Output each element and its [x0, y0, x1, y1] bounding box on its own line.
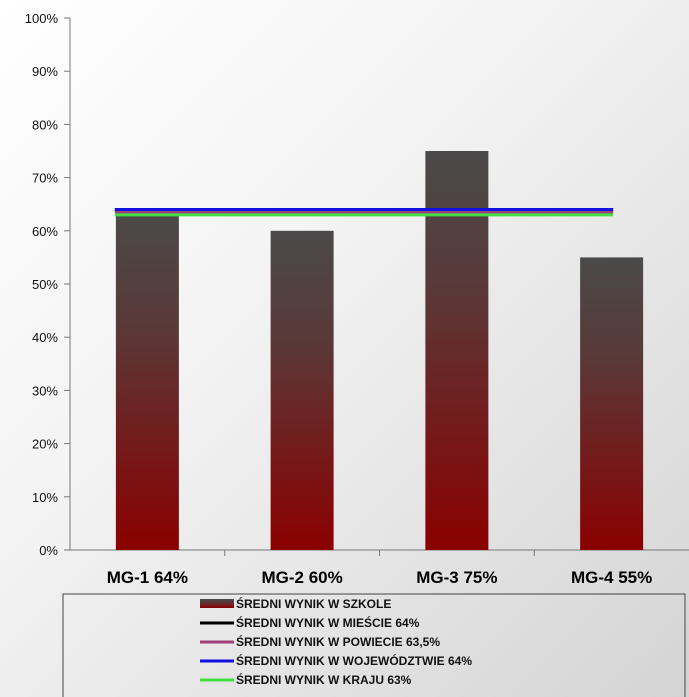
y-tick-label: 100%	[25, 11, 59, 26]
x-tick-label: MG-4 55%	[571, 568, 652, 587]
axes: 0% 10% 20% 30% 40% 50% 60% 70% 80% 90% 100%	[25, 11, 689, 558]
bar	[580, 257, 644, 550]
y-tick-label: 50%	[32, 277, 58, 292]
y-tick-label: 80%	[32, 117, 58, 132]
legend-swatch	[200, 599, 234, 608]
y-tick-label: 60%	[32, 224, 58, 239]
bar	[270, 230, 334, 551]
legend-label: ŚREDNI WYNIK W SZKOLE	[236, 596, 391, 611]
reference-lines	[114, 208, 614, 217]
bar	[115, 209, 179, 550]
bar	[425, 151, 489, 550]
y-tick-label: 30%	[32, 383, 58, 398]
legend-label: ŚREDNI WYNIK W POWIECIE 63,5%	[236, 634, 440, 649]
y-tick-label: 70%	[32, 171, 58, 186]
x-axis-labels: MG-1 64% MG-2 60% MG-3 75% MG-4 55%	[107, 568, 653, 587]
y-tick-label: 90%	[32, 64, 58, 79]
x-tick-label: MG-3 75%	[416, 568, 497, 587]
y-tick-label: 0%	[39, 543, 58, 558]
legend-label: ŚREDNI WYNIK W WOJEWÓDZTWIE 64%	[236, 653, 472, 668]
x-tick-label: MG-2 60%	[262, 568, 343, 587]
legend-label: ŚREDNI WYNIK W MIEŚCIE 64%	[236, 615, 420, 630]
legend: ŚREDNI WYNIK W SZKOLE ŚREDNI WYNIK W MIEŚ…	[62, 593, 686, 697]
y-tick-label: 10%	[32, 490, 58, 505]
y-tick-label: 20%	[32, 437, 58, 452]
bars	[115, 151, 644, 551]
x-tick-label: MG-1 64%	[107, 568, 188, 587]
legend-label: ŚREDNI WYNIK W KRAJU 63%	[236, 672, 412, 687]
legend-box	[62, 593, 686, 697]
y-tick-label: 40%	[32, 330, 58, 345]
